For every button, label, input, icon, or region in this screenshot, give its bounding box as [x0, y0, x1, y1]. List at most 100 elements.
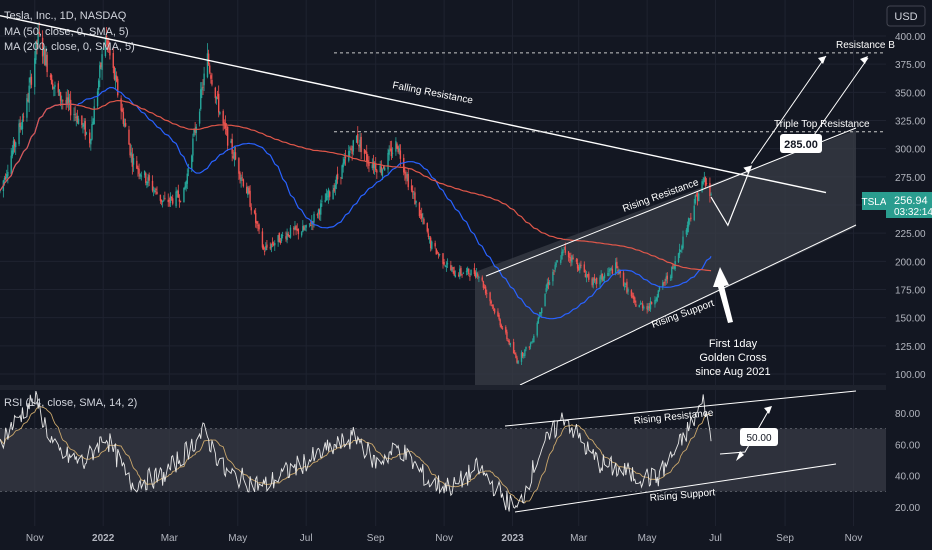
candle-body: [701, 181, 703, 192]
time-tick-label: May: [638, 533, 657, 544]
candle-body: [631, 296, 634, 298]
candle-body: [489, 292, 491, 302]
candle-body: [544, 293, 546, 307]
price-tick-label: 375.00: [895, 60, 926, 71]
candle-body: [528, 346, 531, 348]
candle-body: [512, 342, 515, 354]
candle-body: [397, 146, 399, 153]
projection-to-b1: [751, 55, 827, 164]
candle-body: [427, 233, 430, 238]
candle-body: [194, 128, 196, 133]
candle-body: [404, 172, 406, 174]
candle-body: [584, 273, 587, 278]
candle-body: [265, 246, 267, 251]
candle-body: [387, 152, 389, 170]
ticker-tag-label: TSLA: [861, 197, 886, 208]
candle-body: [207, 53, 210, 65]
resistance-b-label: Resistance B: [836, 40, 895, 51]
candle-body: [263, 250, 266, 252]
candle-body: [295, 225, 297, 230]
candle-body: [85, 132, 88, 134]
candle-body: [154, 190, 156, 192]
rsi-axis[interactable]: 80.00 60.00 40.00 20.00: [895, 409, 920, 514]
time-tick-label: Mar: [161, 533, 179, 544]
candle-body: [474, 272, 477, 278]
pane-separator[interactable]: [0, 385, 932, 390]
candle-body: [68, 99, 71, 103]
candle-body: [20, 126, 23, 130]
candle-body: [114, 75, 117, 81]
candle-body: [473, 267, 476, 275]
candle-body: [100, 62, 102, 68]
candle-body: [483, 287, 486, 288]
candle-body: [313, 213, 315, 223]
candle-body: [603, 274, 606, 279]
candle-body: [300, 232, 303, 236]
target-285-box[interactable]: [780, 134, 822, 153]
candle-body: [317, 209, 320, 214]
candle-body: [253, 210, 256, 214]
candle-body: [428, 237, 431, 240]
price-tick-label: 175.00: [895, 286, 926, 297]
candle-body: [41, 37, 44, 57]
countdown-value: 03:32:14: [894, 207, 932, 218]
candle-body: [576, 262, 579, 269]
candle-body: [93, 106, 95, 125]
candle-body: [536, 323, 538, 336]
candle-body: [492, 306, 495, 308]
time-tick-label: Nov: [435, 533, 453, 544]
time-tick-label: Jul: [300, 533, 313, 544]
candle-body: [580, 264, 582, 266]
candle-body: [461, 274, 463, 276]
candle-body: [368, 162, 370, 167]
candle-body: [168, 200, 171, 202]
candle-body: [129, 143, 131, 156]
candle-body: [320, 203, 322, 215]
candle-body: [91, 124, 93, 140]
candle-body: [192, 138, 194, 156]
candle-body: [639, 303, 642, 305]
candle-body: [234, 152, 237, 160]
candle-body: [26, 98, 28, 118]
candle-body: [622, 272, 625, 286]
candle-body: [431, 241, 433, 249]
candle-body: [391, 152, 394, 154]
candle-body: [22, 116, 25, 118]
candle-body: [363, 149, 366, 154]
candle-body: [663, 282, 665, 284]
candle-body: [458, 274, 460, 276]
candle-body: [429, 237, 432, 249]
candle-body: [172, 198, 174, 204]
candle-body: [121, 108, 123, 112]
time-axis[interactable]: Nov 2022 Mar May Jul Sep Nov 2023 Mar May Jul Sep No…: [26, 533, 863, 544]
candle-body: [109, 49, 111, 56]
candle-body: [258, 224, 260, 230]
candle-body: [610, 268, 612, 269]
rsi-target-box[interactable]: [740, 428, 778, 446]
candle-body: [601, 273, 603, 280]
candle-body: [475, 272, 478, 277]
candle-body: [619, 270, 621, 274]
candle-body: [200, 89, 202, 110]
candle-body: [709, 183, 711, 197]
candle-body: [452, 266, 454, 270]
candle-body: [155, 189, 157, 190]
candle-body: [567, 251, 570, 258]
rsi-projection-arrowhead: [764, 406, 772, 414]
candle-body: [84, 121, 86, 137]
candle-body: [632, 295, 635, 299]
candle-body: [615, 262, 617, 274]
candle-body: [176, 191, 178, 193]
currency-button[interactable]: [886, 5, 926, 27]
price-tick-label: 100.00: [895, 370, 926, 381]
candle-body: [380, 166, 383, 174]
candle-body: [65, 100, 67, 104]
candle-body: [344, 156, 347, 159]
candle-body: [649, 301, 652, 310]
candle-body: [695, 195, 698, 197]
candle-body: [287, 233, 289, 236]
candle-body: [657, 290, 660, 298]
candle-body: [303, 226, 305, 230]
candle-body: [588, 273, 590, 280]
